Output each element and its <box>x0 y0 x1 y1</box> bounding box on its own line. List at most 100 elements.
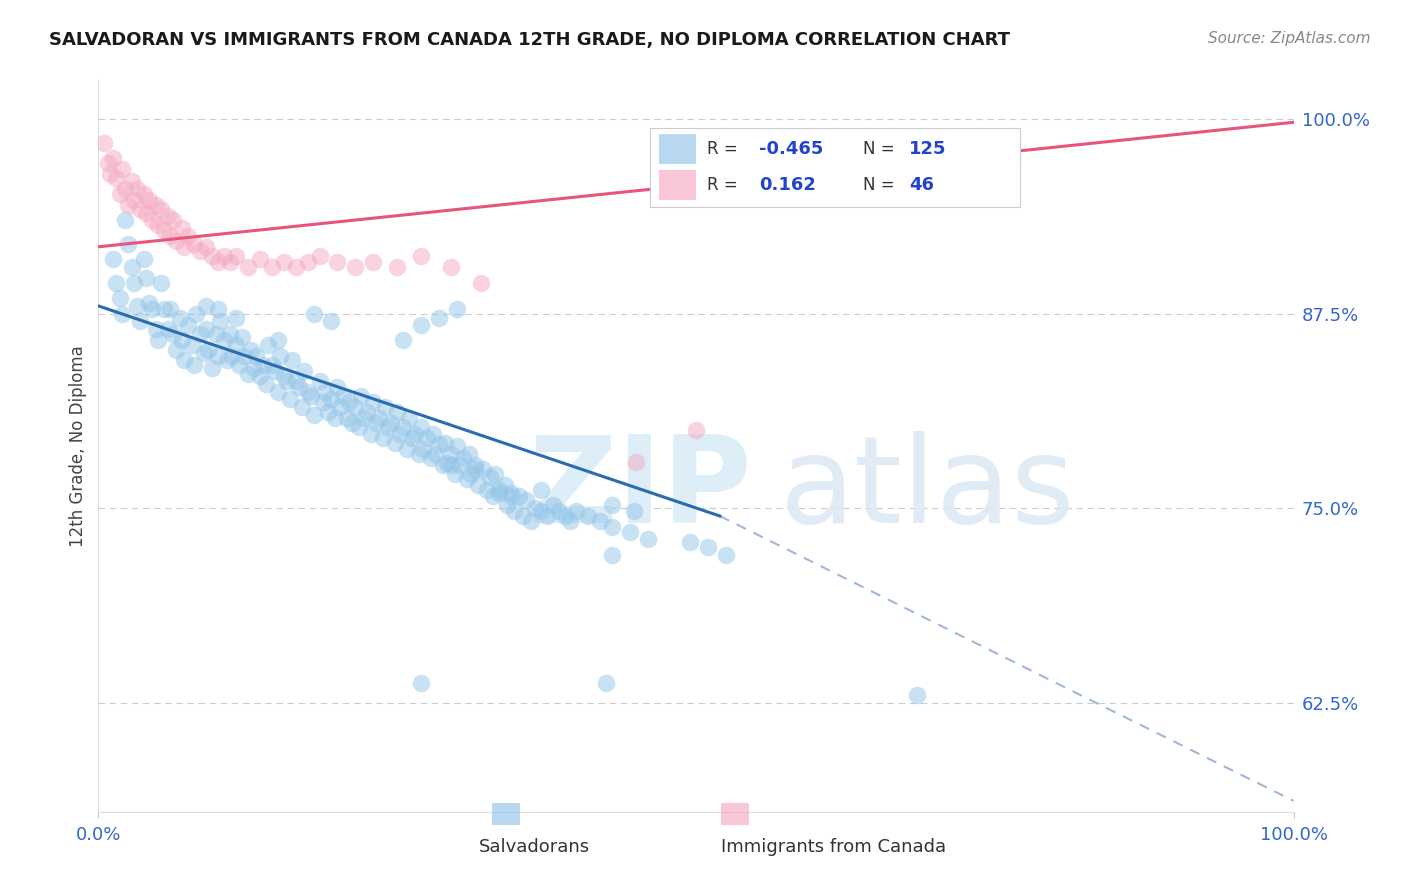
Point <box>108 186 131 201</box>
Point <box>153 222 176 236</box>
Point <box>221 349 243 363</box>
Point <box>347 420 370 434</box>
Point <box>422 426 444 441</box>
Text: 0.162: 0.162 <box>759 177 815 194</box>
Point <box>565 504 588 518</box>
Point <box>464 462 486 476</box>
Point <box>479 470 502 484</box>
Point <box>350 389 373 403</box>
Point <box>260 260 283 274</box>
Point <box>714 548 737 562</box>
Point <box>470 276 492 290</box>
Point <box>121 174 143 188</box>
Point <box>162 213 184 227</box>
Point <box>172 333 194 347</box>
Point <box>321 392 343 407</box>
Point <box>195 322 218 336</box>
Point <box>212 249 235 263</box>
Point <box>339 395 361 409</box>
Point <box>302 307 325 321</box>
Point <box>484 467 506 481</box>
Point <box>488 485 510 500</box>
Point <box>380 416 402 430</box>
Point <box>297 255 319 269</box>
Point <box>411 249 433 263</box>
Point <box>560 514 582 528</box>
Y-axis label: 12th Grade, No Diploma: 12th Grade, No Diploma <box>69 345 87 547</box>
Point <box>395 442 418 456</box>
Point <box>626 454 648 468</box>
Point <box>267 333 290 347</box>
Point <box>135 271 157 285</box>
Point <box>458 447 481 461</box>
Point <box>388 426 411 441</box>
Point <box>353 411 375 425</box>
Point <box>249 252 271 267</box>
Point <box>204 326 226 341</box>
Text: ZIP: ZIP <box>529 432 752 549</box>
Point <box>326 255 349 269</box>
Point <box>321 314 343 328</box>
Point <box>141 213 163 227</box>
Point <box>411 675 433 690</box>
Point <box>228 358 250 372</box>
Point <box>377 420 399 434</box>
Point <box>159 228 181 243</box>
Point <box>602 498 624 512</box>
Point <box>602 548 624 562</box>
Point <box>141 301 163 316</box>
Text: 125: 125 <box>910 140 946 158</box>
Text: Salvadorans: Salvadorans <box>479 838 591 856</box>
Point <box>138 295 160 310</box>
Point <box>252 358 274 372</box>
Text: N =: N = <box>863 140 900 158</box>
Point <box>195 240 218 254</box>
Point <box>371 431 394 445</box>
Point <box>135 205 157 219</box>
Point <box>384 436 406 450</box>
Point <box>124 193 146 207</box>
Point <box>589 514 612 528</box>
Point <box>392 333 415 347</box>
Point <box>117 198 139 212</box>
Point <box>201 361 224 376</box>
Point <box>443 467 465 481</box>
Text: R =: R = <box>707 140 744 158</box>
Point <box>360 426 382 441</box>
Point <box>145 198 167 212</box>
Point <box>197 343 219 357</box>
Point <box>217 353 239 368</box>
Point <box>368 411 391 425</box>
Point <box>308 249 330 263</box>
Point <box>432 458 454 472</box>
Point <box>578 509 600 524</box>
Point <box>419 451 441 466</box>
Point <box>302 408 325 422</box>
Point <box>172 221 194 235</box>
Point <box>404 426 426 441</box>
Point <box>148 218 170 232</box>
Text: Source: ZipAtlas.com: Source: ZipAtlas.com <box>1208 31 1371 46</box>
Point <box>125 299 148 313</box>
Point <box>467 478 489 492</box>
Point <box>165 343 187 357</box>
Point <box>236 368 259 382</box>
Point <box>201 249 224 263</box>
Point <box>121 260 143 274</box>
Point <box>475 483 498 497</box>
Text: 46: 46 <box>910 177 934 194</box>
Point <box>356 405 378 419</box>
Point <box>326 380 349 394</box>
Point <box>233 349 256 363</box>
Point <box>512 509 534 524</box>
Point <box>225 249 247 263</box>
Point <box>149 202 172 217</box>
Point <box>129 314 152 328</box>
Point <box>292 364 315 378</box>
Point <box>276 374 298 388</box>
Point <box>260 358 283 372</box>
Bar <box>659 170 696 201</box>
Text: -0.465: -0.465 <box>759 140 824 158</box>
Point <box>153 301 176 316</box>
Point <box>308 374 330 388</box>
